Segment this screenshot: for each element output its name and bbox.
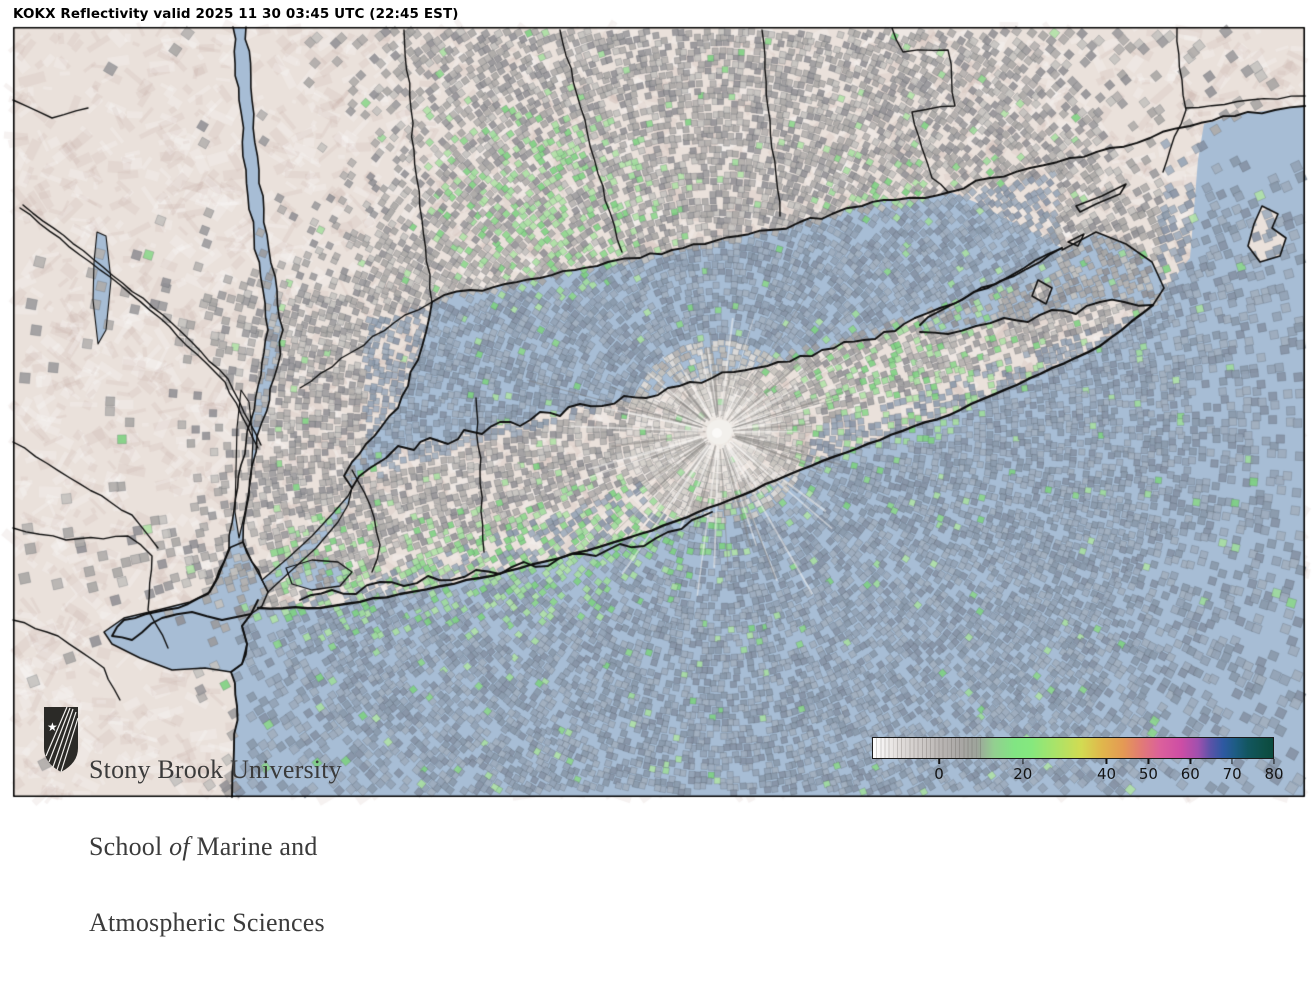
colorbar-tick: 40 bbox=[1097, 759, 1116, 783]
colorbar-tick-label: 60 bbox=[1180, 765, 1200, 783]
colorbar-gradient bbox=[872, 737, 1274, 759]
colorbar-gray-steps bbox=[873, 738, 982, 758]
page-title: KOKX Reflectivity valid 2025 11 30 03:45… bbox=[13, 6, 459, 22]
logo-line-3: Atmospheric Sciences bbox=[89, 908, 325, 937]
reflectivity-colorbar: 0 20 40 50 60 70 80 bbox=[872, 737, 1284, 795]
colorbar-tick-mark bbox=[1273, 759, 1275, 764]
colorbar-tick: 20 bbox=[1013, 759, 1032, 783]
sbu-logo-text: Stony Brook University School of Marine … bbox=[89, 706, 342, 987]
logo-line-2: School of Marine and bbox=[89, 831, 318, 861]
colorbar-tick-label: 20 bbox=[1013, 765, 1033, 783]
logo-line-1: Stony Brook University bbox=[89, 755, 342, 784]
shield-star-icon: ★ bbox=[47, 720, 58, 734]
colorbar-tick-mark bbox=[1147, 759, 1150, 764]
colorbar-tick: 80 bbox=[1264, 759, 1284, 783]
colorbar-tick-label: 40 bbox=[1096, 765, 1117, 783]
colorbar-tick: 70 bbox=[1223, 759, 1242, 783]
sbu-logo: ★ Stony Brook University School of Marin… bbox=[42, 706, 342, 987]
colorbar-tick: 60 bbox=[1181, 759, 1200, 783]
sbu-shield-icon: ★ bbox=[44, 706, 79, 773]
colorbar-tick-mark bbox=[1105, 759, 1108, 764]
colorbar-tick: 50 bbox=[1139, 759, 1158, 783]
colorbar-tick-mark bbox=[1022, 759, 1024, 764]
radar-map-canvas bbox=[0, 0, 1316, 811]
colorbar-tick-mark bbox=[938, 759, 940, 764]
colorbar-tick-label: 80 bbox=[1264, 765, 1284, 783]
colorbar-tick-label: 70 bbox=[1222, 765, 1242, 783]
colorbar-tick-label: 50 bbox=[1138, 765, 1158, 783]
colorbar-tick-mark bbox=[1189, 759, 1191, 764]
colorbar-tick-mark bbox=[1231, 759, 1233, 764]
colorbar-tick-label: 0 bbox=[934, 765, 944, 783]
colorbar-tick: 0 bbox=[934, 759, 944, 783]
